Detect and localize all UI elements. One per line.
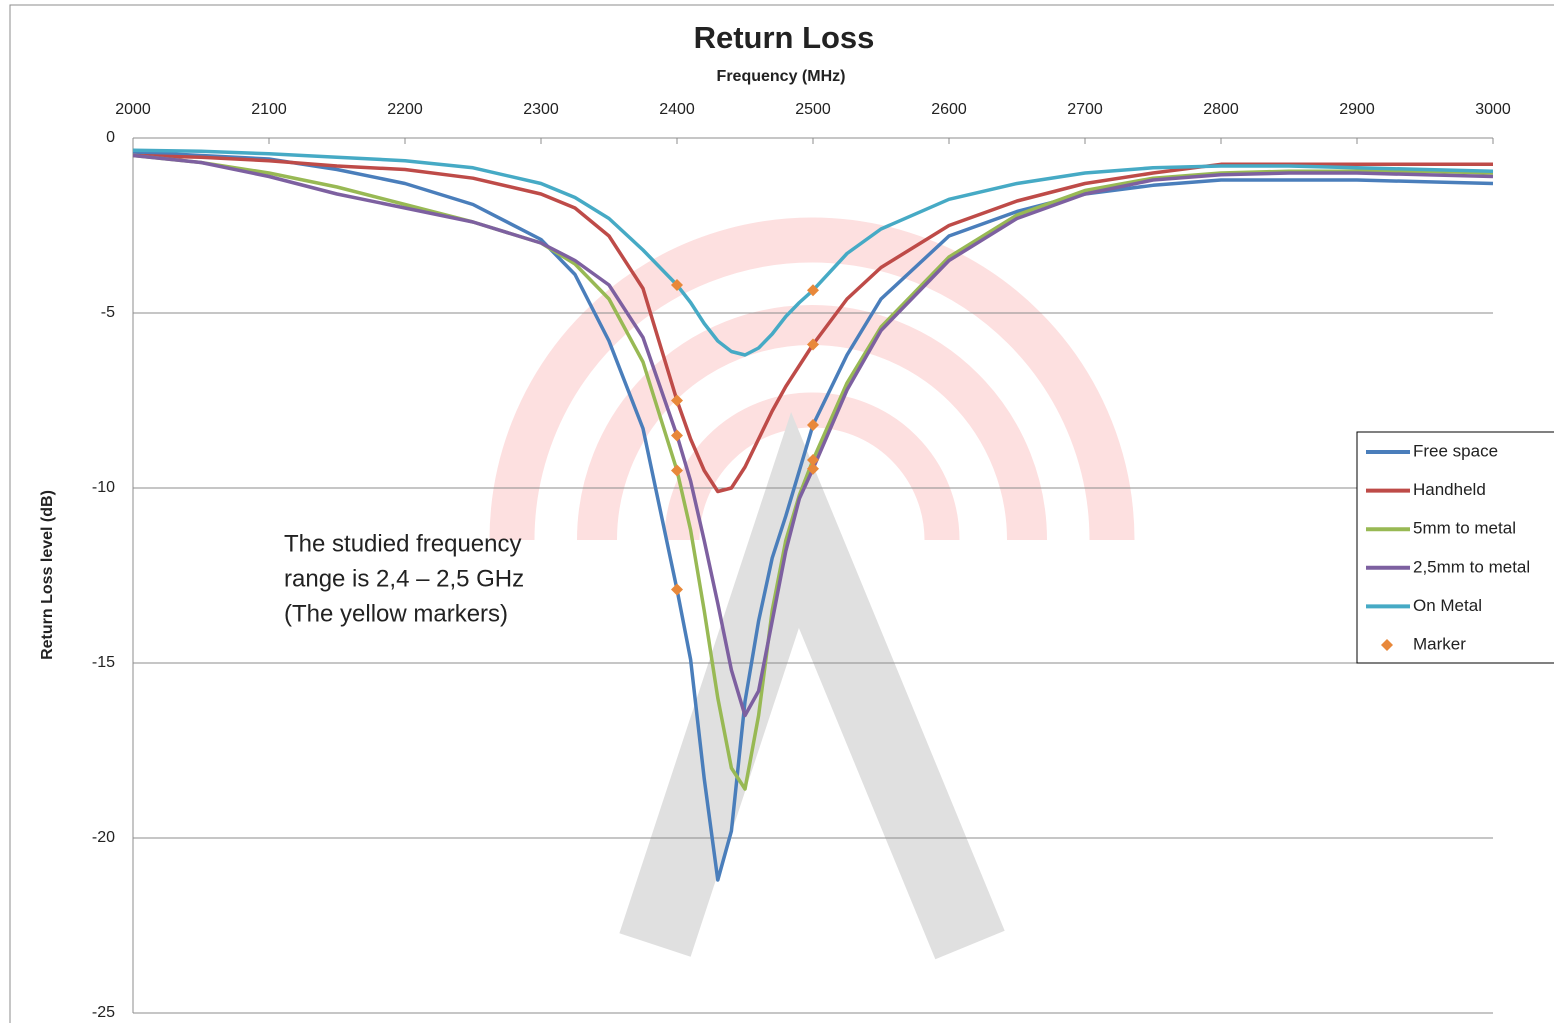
watermark-letter (619, 412, 1005, 960)
x-tick-label: 2700 (1067, 101, 1103, 118)
marker-point (807, 462, 819, 475)
y-tick-label: -15 (92, 654, 115, 671)
y-tick-label: -25 (92, 1004, 115, 1021)
watermark-arc (489, 217, 1135, 541)
x-tick-label: 2900 (1339, 101, 1375, 118)
legend-label: On Metal (1413, 596, 1482, 615)
x-tick-label: 2100 (251, 101, 287, 118)
y-tick-label: 0 (106, 129, 115, 146)
annotation-line: The studied frequency (284, 530, 521, 557)
watermark-arc (577, 305, 1047, 541)
series-line (132, 148, 1494, 357)
x-tick-label: 3000 (1475, 101, 1511, 118)
legend: Free space Handheld 5mm to metal 2,5mm to m… (1356, 431, 1554, 664)
x-tick-label: 2000 (115, 101, 151, 118)
series-line (132, 150, 1494, 882)
legend-label: Free space (1413, 441, 1498, 460)
marker-point (807, 419, 819, 431)
annotation-line: range is 2,4 – 2,5 GHz (284, 565, 524, 592)
x-tick-label: 2200 (387, 101, 423, 118)
annotation-line: (The yellow markers) (284, 600, 508, 627)
x-tick-label: 2400 (659, 101, 695, 118)
marker-point (671, 394, 683, 407)
x-tick-label: 2300 (523, 101, 559, 118)
x-tick-label: 2800 (1203, 101, 1239, 118)
y-tick-label: -10 (92, 479, 115, 496)
marker-point (807, 338, 819, 351)
watermark-arc (664, 392, 960, 541)
legend-swatch (1381, 639, 1393, 651)
series-line (132, 153, 1494, 718)
legend-label: Marker (1413, 634, 1466, 653)
legend-label: 5mm to metal (1413, 519, 1516, 538)
x-axis-title: Frequency (MHz) (717, 68, 846, 85)
x-tick-label: 2500 (795, 101, 831, 118)
marker-point (807, 284, 819, 297)
series-line (132, 153, 1493, 494)
marker-point (671, 464, 683, 477)
y-axis-title: Return Loss level (dB) (39, 490, 56, 660)
y-tick-label: -20 (92, 829, 115, 846)
x-tick-label: 2600 (931, 101, 967, 118)
legend-box (1356, 431, 1554, 664)
legend-label: Handheld (1413, 480, 1486, 499)
legend-label: 2,5mm to metal (1413, 557, 1530, 576)
marker-point (671, 583, 683, 596)
annotation: The studied frequency range is 2,4 – 2,5… (284, 530, 524, 627)
y-tick-label: -5 (101, 304, 115, 321)
chart-frame (9, 4, 1554, 1023)
marker-point (671, 429, 683, 442)
marker-point (671, 279, 683, 291)
marker-point (807, 454, 819, 466)
chart-title: Return Loss (694, 20, 875, 55)
